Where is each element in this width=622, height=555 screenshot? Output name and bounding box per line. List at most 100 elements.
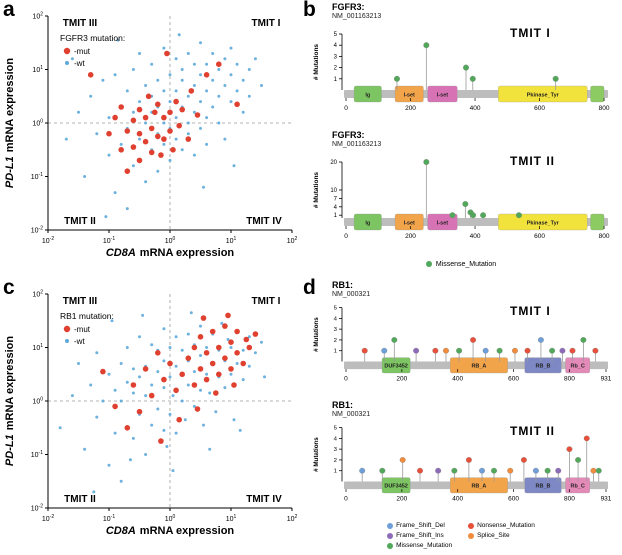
protein-domains: Ig I-set I-set Pkinase_Tyr xyxy=(353,213,605,231)
axes: 10-2 10-1 100 101 102 10-2 10-1 100 101 102 xyxy=(31,12,298,246)
svg-text:DUF3452: DUF3452 xyxy=(384,484,407,490)
svg-text:PD-L1mRNA expression: PD-L1mRNA expression xyxy=(4,336,16,466)
svg-text:# Mutations: # Mutations xyxy=(313,437,320,472)
svg-text:800: 800 xyxy=(564,496,575,503)
svg-text:I-set: I-set xyxy=(437,93,448,99)
svg-text:-mut: -mut xyxy=(74,47,91,56)
svg-text:200: 200 xyxy=(405,105,416,112)
mutation-type-legend: Frame_Shift_Del Frame_Shift_Ins Missense… xyxy=(300,522,622,549)
svg-text:101: 101 xyxy=(32,65,43,74)
scatter-plot-rb1: 10-2 10-1 100 101 102 10-2 10-1 100 101 102 TMIT I… xyxy=(4,290,298,538)
panel-b: b FGFR3: NM_001163213 TMIT I 1 2 3 4 5 # Muta… xyxy=(300,0,622,278)
lollipop-plot-fgfr3-tmit2: 1 4 7 10 20 # Mutations Ig I-set I-set Pkinase_Ty… xyxy=(313,159,610,240)
legend-label: Missense_Mutation xyxy=(396,542,453,549)
svg-text:3: 3 xyxy=(334,327,338,333)
svg-text:I-set: I-set xyxy=(404,221,415,227)
gene-label: FGFR3: xyxy=(332,2,365,12)
x-axis: 0 200 400 600 800 931 xyxy=(344,489,612,503)
svg-text:10: 10 xyxy=(330,188,337,194)
svg-text:I-set: I-set xyxy=(437,221,448,227)
svg-text:FGFR3 mutation:: FGFR3 mutation: xyxy=(60,33,125,43)
lollipop-block-rb1-tmit1: RB1: NM_000321 TMIT I 1 2 3 4 5 # Mutations DU… xyxy=(300,278,622,398)
svg-text:600: 600 xyxy=(534,105,545,112)
svg-text:# Mutations: # Mutations xyxy=(313,172,320,208)
lollipop-plot-rb1-tmit2: 1 2 3 4 5 # Mutations DUF3452 RB_A RB_B Rb_C 0 200 4… xyxy=(313,426,612,503)
x-axis: 0 200 400 600 800 xyxy=(344,226,610,240)
scatter-points xyxy=(58,311,266,494)
svg-text:0: 0 xyxy=(344,105,348,112)
svg-text:5: 5 xyxy=(334,306,338,312)
svg-text:10-1: 10-1 xyxy=(103,236,115,245)
svg-text:102: 102 xyxy=(32,12,43,21)
y-axis: 1 4 7 10 20 xyxy=(330,160,343,219)
svg-text:2: 2 xyxy=(334,66,338,72)
svg-text:101: 101 xyxy=(32,343,43,352)
mutation-lollipops xyxy=(423,159,522,219)
svg-text:TMIT III: TMIT III xyxy=(63,296,98,307)
svg-text:2: 2 xyxy=(334,338,337,344)
svg-text:0: 0 xyxy=(344,496,348,503)
svg-text:DUF3452: DUF3452 xyxy=(384,364,407,370)
lollipop-plot-rb1-tmit1: 1 2 3 4 5 # Mutations DUF3452 RB_A RB_B Rb_C 0 200 4… xyxy=(313,306,612,383)
x-axis: 0 200 400 600 800 xyxy=(344,98,610,112)
legend-item: Frame_Shift_Del xyxy=(387,522,452,529)
legend-item: Missense_Mutation xyxy=(387,542,452,549)
svg-text:200: 200 xyxy=(396,376,407,383)
lollipop-block-rb1-tmit2: RB1: NM_000321 TMIT II 1 2 3 4 5 # Mutations D… xyxy=(300,398,622,518)
x-axis: 0 200 400 600 800 931 xyxy=(344,369,612,383)
gene-label: RB1: xyxy=(332,400,354,410)
mutation-lollipops xyxy=(394,42,559,90)
svg-text:# Mutations: # Mutations xyxy=(313,44,320,80)
svg-text:4: 4 xyxy=(334,436,338,442)
svg-text:101: 101 xyxy=(226,236,237,245)
missense-mutation-dot-icon xyxy=(425,261,432,267)
mutation-legend: FGFR3 mutation: -mut -wt xyxy=(60,33,125,68)
svg-text:-mut: -mut xyxy=(74,325,91,334)
mutation-legend: RB1 mutation: -mut -wt xyxy=(60,311,114,346)
gene-label: RB1: xyxy=(332,280,354,290)
svg-text:200: 200 xyxy=(405,233,416,240)
svg-text:Ig: Ig xyxy=(365,221,370,227)
svg-text:400: 400 xyxy=(470,105,481,112)
svg-text:0: 0 xyxy=(344,233,348,240)
points-mut xyxy=(87,50,240,174)
legend-item: Splice_Site xyxy=(468,532,535,539)
svg-text:101: 101 xyxy=(226,514,237,523)
legend-label: Frame_Shift_Del xyxy=(396,522,445,529)
svg-text:Rb_C: Rb_C xyxy=(570,484,584,490)
svg-text:100: 100 xyxy=(32,119,43,128)
svg-text:TMIT I: TMIT I xyxy=(252,296,281,307)
svg-text:400: 400 xyxy=(470,233,481,240)
svg-text:10-2: 10-2 xyxy=(31,226,43,235)
svg-text:PD-L1mRNA expression: PD-L1mRNA expression xyxy=(4,58,16,188)
svg-text:600: 600 xyxy=(508,496,519,503)
panel-a: a 10-2 10-1 100 101 102 10-2 10-1 100 101 102 TMIT… xyxy=(0,0,300,278)
svg-text:Pkinase_Tyr: Pkinase_Tyr xyxy=(527,93,560,99)
tmit-label: TMIT II xyxy=(510,424,555,438)
scatter-plot-fgfr3: 10-2 10-1 100 101 102 10-2 10-1 100 101 102 TMIT I… xyxy=(4,12,298,260)
svg-text:-wt: -wt xyxy=(74,337,85,346)
missense-mutation-dot-icon xyxy=(387,542,394,549)
legend-label: Missense_Mutation xyxy=(435,260,497,268)
svg-text:800: 800 xyxy=(564,376,575,383)
svg-text:I-set: I-set xyxy=(404,93,415,99)
transcript-label: NM_001163213 xyxy=(332,141,382,148)
mutation-lollipops xyxy=(359,435,602,482)
svg-text:RB_A: RB_A xyxy=(471,484,486,490)
svg-text:10-1: 10-1 xyxy=(31,172,43,181)
svg-text:TMIT IV: TMIT IV xyxy=(246,494,282,505)
svg-text:0: 0 xyxy=(344,376,348,383)
svg-text:3: 3 xyxy=(334,54,338,60)
svg-text:TMIT III: TMIT III xyxy=(63,18,98,29)
legend-item: Frame_Shift_Ins xyxy=(387,532,452,539)
svg-text:200: 200 xyxy=(396,496,407,503)
quadrant-labels: TMIT III TMIT I TMIT II TMIT IV xyxy=(63,296,282,505)
splice-site-dot-icon xyxy=(468,532,475,539)
panel-c-letter: c xyxy=(3,276,15,299)
points-wt xyxy=(58,311,266,494)
svg-text:102: 102 xyxy=(32,290,43,299)
tmit-label: TMIT I xyxy=(510,304,551,318)
quadrant-labels: TMIT III TMIT I TMIT II TMIT IV xyxy=(63,18,282,227)
svg-text:600: 600 xyxy=(508,376,519,383)
